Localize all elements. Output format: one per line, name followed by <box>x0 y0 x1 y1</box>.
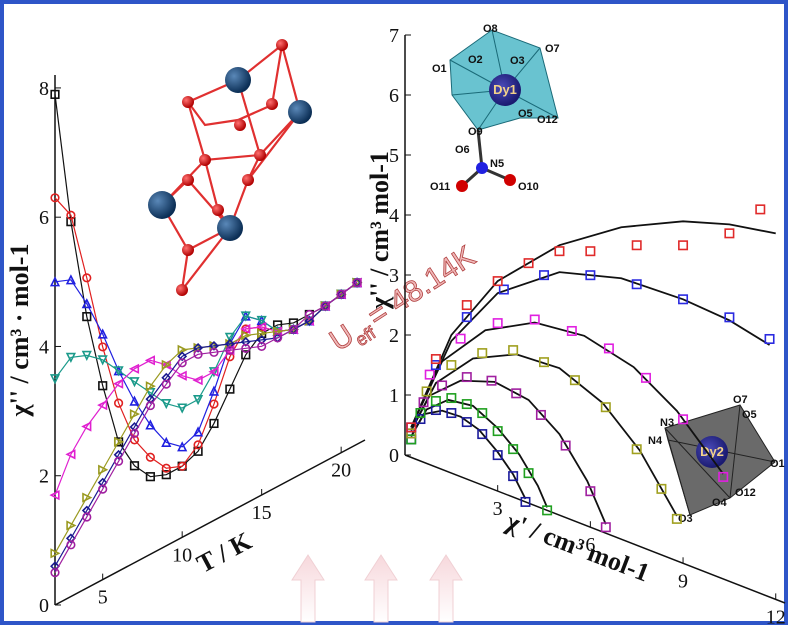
atom-label: O11 <box>430 181 450 193</box>
data-point <box>493 319 501 327</box>
atom-label: O4 <box>712 497 728 509</box>
x-tick-label: 10 <box>172 544 192 566</box>
x-tick-label: 6 <box>585 534 595 556</box>
atom-label: O9 <box>468 126 483 138</box>
x-tick-label: 12 <box>766 606 786 625</box>
series-line <box>55 280 357 447</box>
data-point <box>447 361 455 369</box>
figure: Dy1 O8 O1 O2 O3 O7 O5 O12 O9 O6 N5 O11 O… <box>0 0 788 625</box>
x-axis-label: T / K <box>192 526 257 579</box>
y-tick-label: 2 <box>389 325 399 347</box>
atom-label: O7 <box>545 43 560 55</box>
data-point <box>633 241 641 249</box>
data-point <box>765 335 773 343</box>
data-point <box>679 241 687 249</box>
data-point <box>407 435 415 443</box>
x-tick-label: 5 <box>98 587 108 609</box>
spin-arrows <box>292 555 462 622</box>
x-tick-label: 20 <box>331 460 351 482</box>
data-point <box>487 376 495 384</box>
y-tick-label: 1 <box>389 385 399 407</box>
data-point <box>509 346 517 354</box>
y-tick-label: 6 <box>39 207 49 229</box>
atom-label: O6 <box>455 144 470 156</box>
y-axis-label: χ'' / cm³ · mol-1 <box>5 244 34 418</box>
atom-label: O12 <box>735 487 756 499</box>
fit-line <box>411 411 525 499</box>
x-tick-label: 15 <box>252 502 272 524</box>
y-tick-label: 8 <box>39 78 49 100</box>
y-tick-label: 3 <box>389 265 399 287</box>
data-point <box>756 205 764 213</box>
atom-label: O3 <box>510 55 525 67</box>
atom-label: O8 <box>483 23 498 35</box>
y-tick-label: 7 <box>389 25 399 47</box>
data-point <box>478 349 486 357</box>
atom-label: O5 <box>742 409 757 421</box>
x-tick-label: 3 <box>493 498 503 520</box>
x-axis-label: χ' / cm³ mol-1 <box>502 506 654 587</box>
series-line <box>55 198 357 468</box>
data-point <box>602 523 610 531</box>
atom-label: O1 <box>432 63 447 75</box>
data-point <box>407 435 415 443</box>
dy1-label: Dy1 <box>493 82 517 97</box>
y-tick-label: 2 <box>39 466 49 488</box>
atom-label: N5 <box>490 158 504 170</box>
fit-line <box>411 354 677 516</box>
y-tick-label: 5 <box>389 145 399 167</box>
series-line <box>55 283 357 573</box>
atom-label: O5 <box>518 108 533 120</box>
y-tick-label: 4 <box>389 205 399 227</box>
atom-label: O7 <box>733 394 748 406</box>
atom-label: O1 <box>770 458 785 470</box>
y-tick-label: 0 <box>389 445 399 467</box>
y-tick-label: 0 <box>39 595 49 617</box>
y-tick-label: 6 <box>389 85 399 107</box>
data-point <box>463 301 471 309</box>
atom-label: O12 <box>537 114 558 126</box>
energy-barrier: Ueff= 48.14K <box>324 240 484 362</box>
dy-cluster <box>148 39 312 296</box>
x-tick-label: 9 <box>678 570 688 592</box>
atom-label: N4 <box>648 435 663 447</box>
dy1-polyhedron: Dy1 O8 O1 O2 O3 O7 O5 O12 O9 O6 N5 O11 O… <box>430 23 560 193</box>
atom-label: O2 <box>468 54 483 66</box>
data-point <box>586 247 594 255</box>
data-point <box>555 247 563 255</box>
atom-label: N3 <box>660 417 674 429</box>
series-line <box>55 94 357 476</box>
atom-label: O10 <box>518 181 539 193</box>
fit-line <box>411 400 547 508</box>
y-tick-label: 4 <box>39 336 49 358</box>
dy2-polyhedron: Dy2 N3 O7 O5 N4 O1 O12 O4 O3 <box>648 394 785 525</box>
data-point <box>725 229 733 237</box>
